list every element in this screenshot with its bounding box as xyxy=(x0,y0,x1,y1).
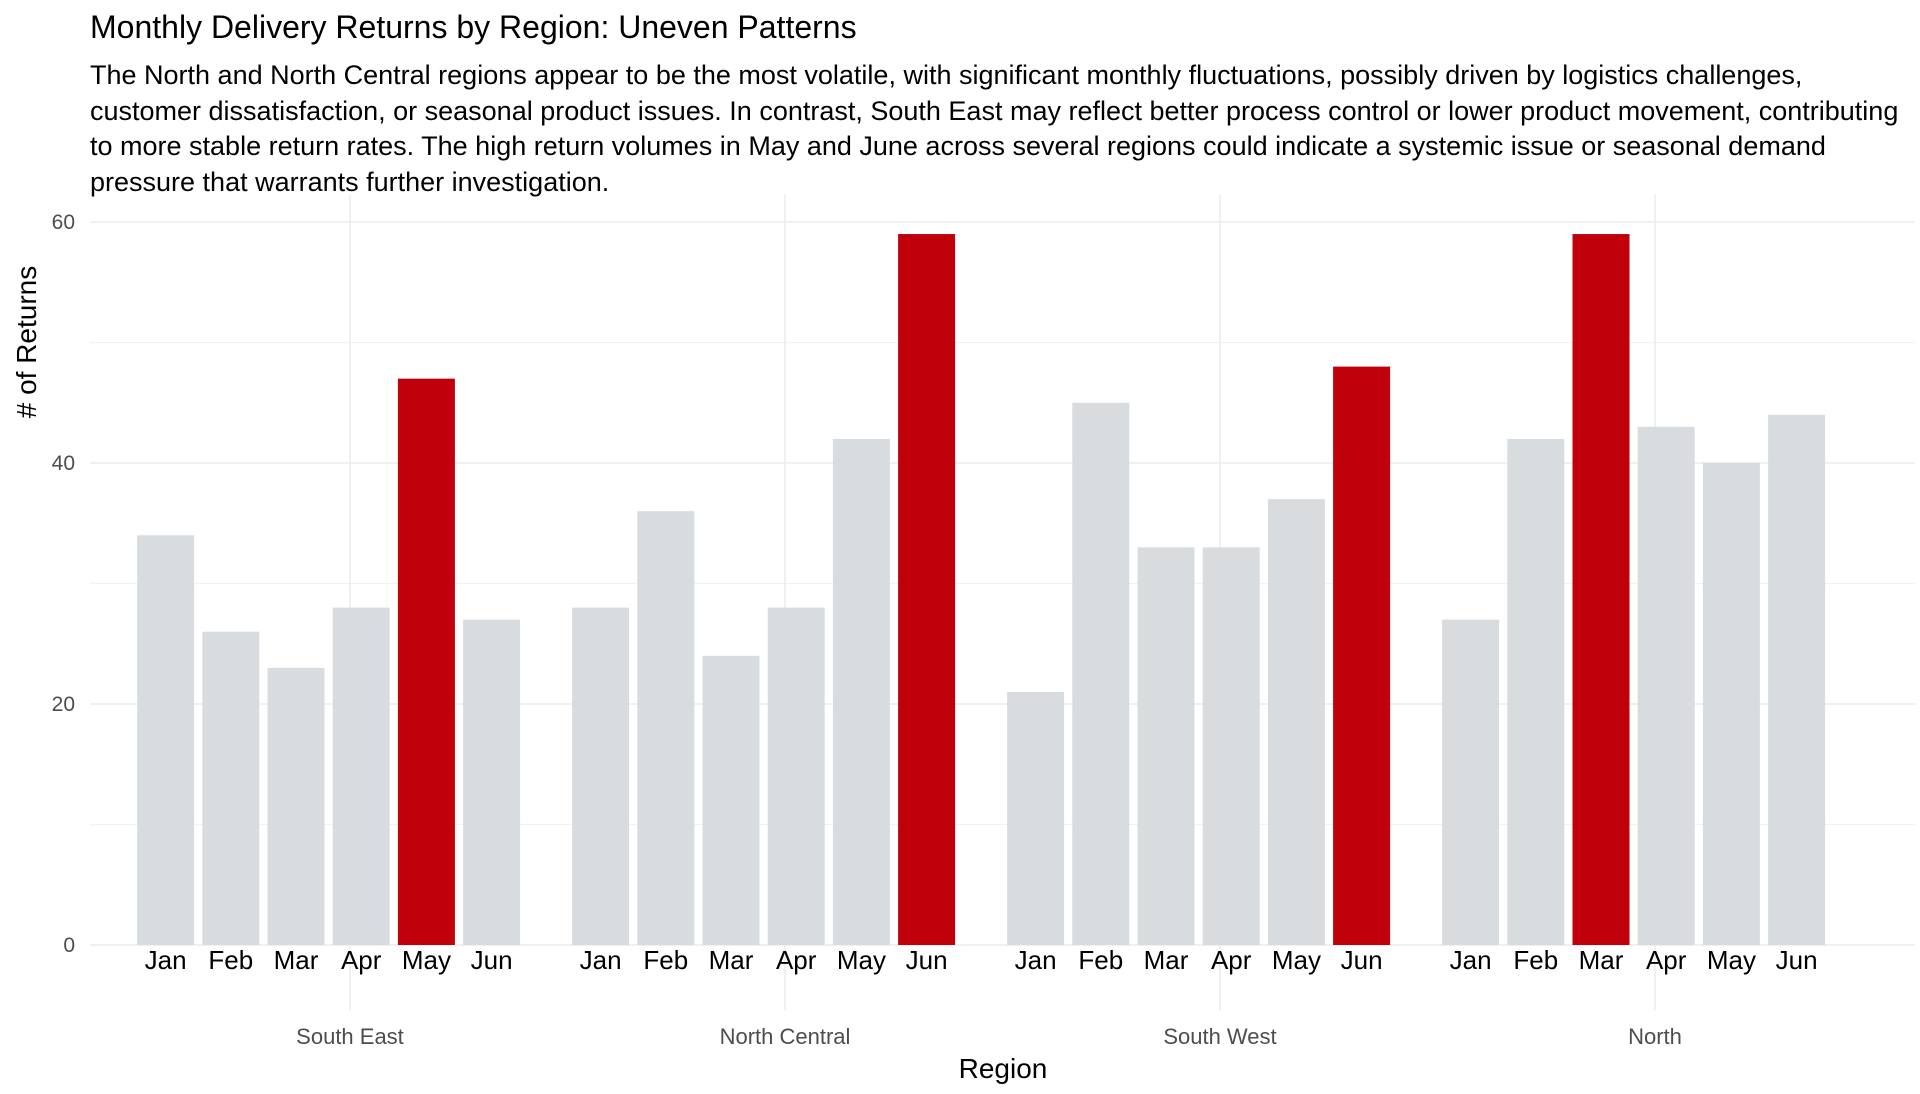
bar-south-west-apr xyxy=(1202,547,1260,945)
bar-north-central-jun xyxy=(898,234,956,946)
bars xyxy=(137,234,1826,946)
y-tick-label: 40 xyxy=(52,452,75,475)
month-label: Jun xyxy=(1341,945,1383,975)
bar-south-east-may xyxy=(397,378,455,945)
month-label: Jun xyxy=(471,945,513,975)
bar-north-mar xyxy=(1572,234,1630,946)
month-label: Apr xyxy=(341,945,382,975)
month-label: Mar xyxy=(709,945,754,975)
month-label: May xyxy=(837,945,886,975)
bar-south-west-feb xyxy=(1072,402,1130,945)
chart-title: Monthly Delivery Returns by Region: Unev… xyxy=(90,9,857,45)
month-label: May xyxy=(1272,945,1321,975)
bar-north-jun xyxy=(1768,414,1826,945)
x-axis-title: Region xyxy=(959,1053,1048,1084)
month-label: Jan xyxy=(580,945,622,975)
bar-north-central-may xyxy=(832,438,890,945)
chart-subtitle: The North and North Central regions appe… xyxy=(90,60,1899,197)
y-tick-label: 60 xyxy=(52,211,75,234)
month-label: Feb xyxy=(643,945,688,975)
bar-south-west-jun xyxy=(1333,366,1391,946)
month-label: Jun xyxy=(1776,945,1818,975)
month-label: Mar xyxy=(1579,945,1624,975)
bar-north-feb xyxy=(1507,438,1565,945)
month-label: Mar xyxy=(274,945,319,975)
bar-south-east-apr xyxy=(332,607,390,945)
bar-north-may xyxy=(1702,463,1760,945)
bar-south-west-mar xyxy=(1137,547,1195,945)
month-label: May xyxy=(1707,945,1756,975)
bar-north-central-feb xyxy=(637,511,695,945)
y-tick-label: 20 xyxy=(52,693,75,716)
y-tick-label: 0 xyxy=(63,934,75,957)
bar-south-east-jun xyxy=(463,619,521,945)
region-label: South West xyxy=(1163,1024,1276,1049)
month-label: Apr xyxy=(1646,945,1687,975)
region-label: North xyxy=(1628,1024,1682,1049)
month-label: Feb xyxy=(1513,945,1558,975)
y-axis-title: # of Returns xyxy=(11,266,42,419)
month-label: Mar xyxy=(1144,945,1189,975)
bar-south-west-jan xyxy=(1007,691,1065,945)
region-label: North Central xyxy=(720,1024,851,1049)
bar-south-east-mar xyxy=(267,667,325,945)
bar-north-central-mar xyxy=(702,655,760,945)
bar-south-east-feb xyxy=(202,631,260,945)
month-label: Jan xyxy=(1450,945,1492,975)
month-label: Apr xyxy=(1211,945,1252,975)
month-label: Feb xyxy=(1078,945,1123,975)
month-label: Jan xyxy=(1015,945,1057,975)
month-label: Jun xyxy=(906,945,948,975)
bar-north-jan xyxy=(1442,619,1500,945)
bar-north-central-jan xyxy=(572,607,630,945)
month-label: Apr xyxy=(776,945,817,975)
month-label: Jan xyxy=(145,945,187,975)
labels: 0 20 40 60 Jan Feb Mar Apr May Jun South East Jan Fe… xyxy=(52,211,1818,1049)
bar-north-central-apr xyxy=(767,607,825,945)
bar-north-apr xyxy=(1637,426,1695,946)
bar-south-east-jan xyxy=(137,535,195,945)
month-label: Feb xyxy=(208,945,253,975)
region-label: South East xyxy=(296,1024,404,1049)
month-label: May xyxy=(402,945,451,975)
bar-south-west-may xyxy=(1267,499,1325,945)
